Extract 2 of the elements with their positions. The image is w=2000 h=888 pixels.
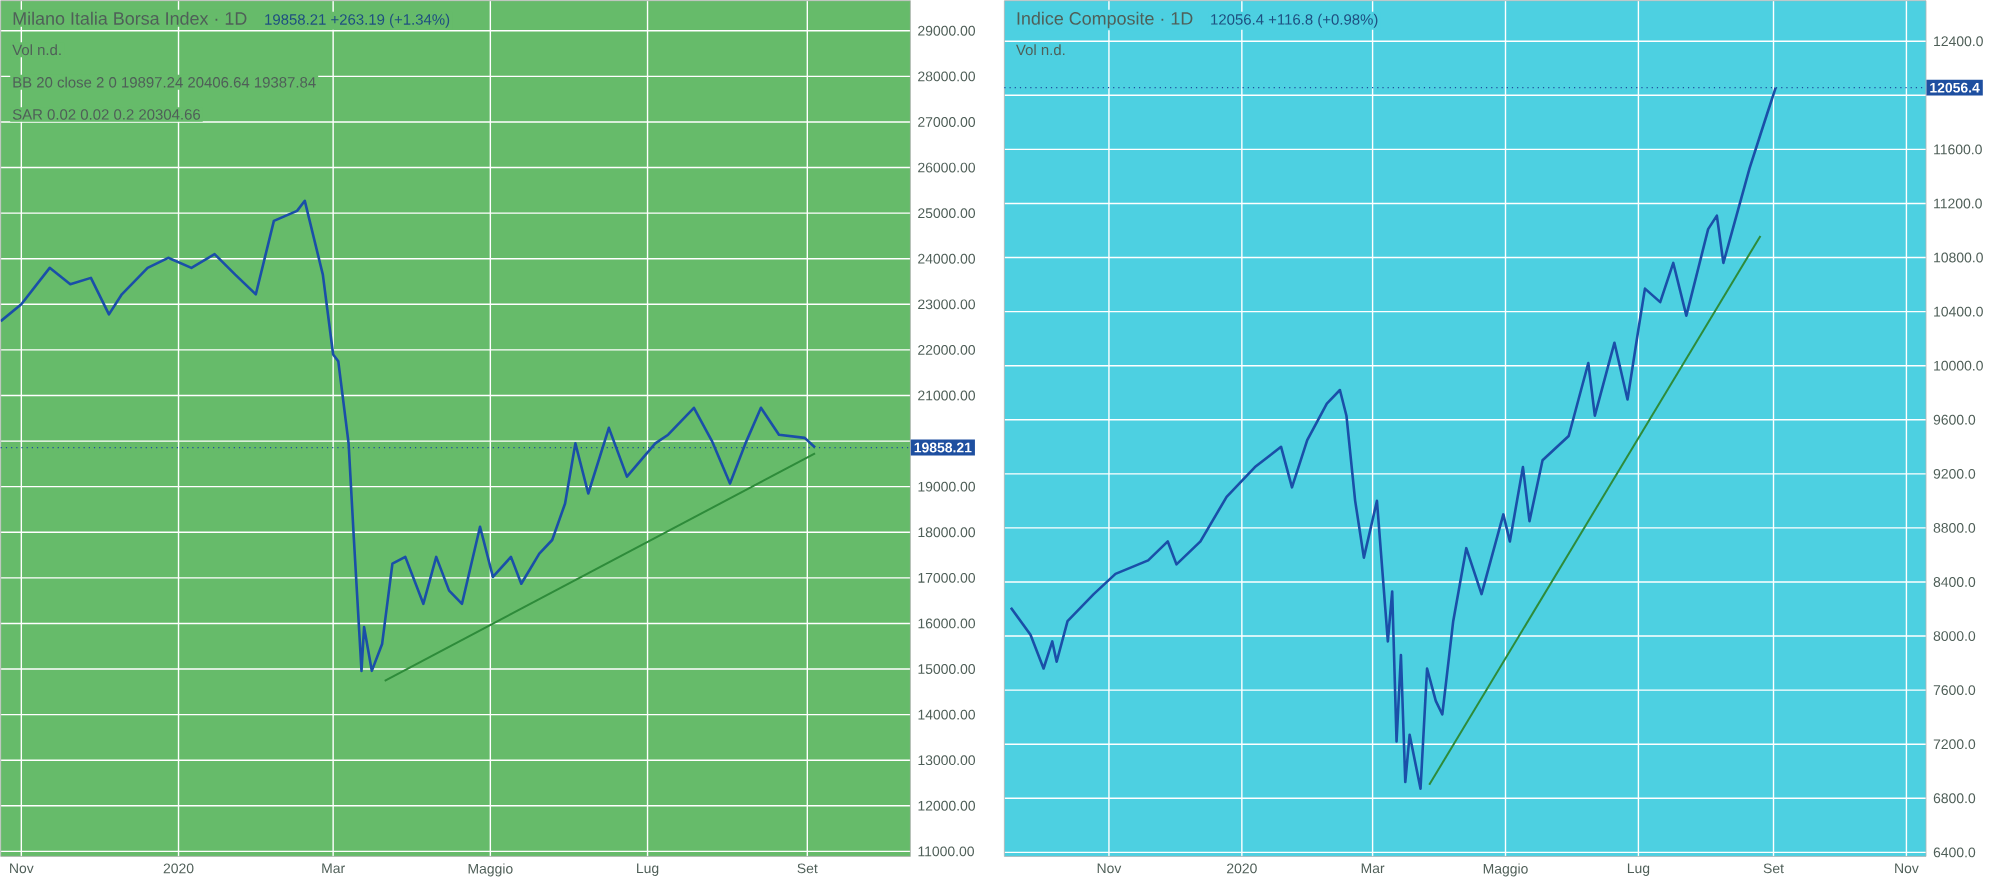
chart-title: Milano Italia Borsa Index · 1D: [13, 11, 247, 25]
text: Indice Composite · 1D: [1017, 11, 1193, 29]
